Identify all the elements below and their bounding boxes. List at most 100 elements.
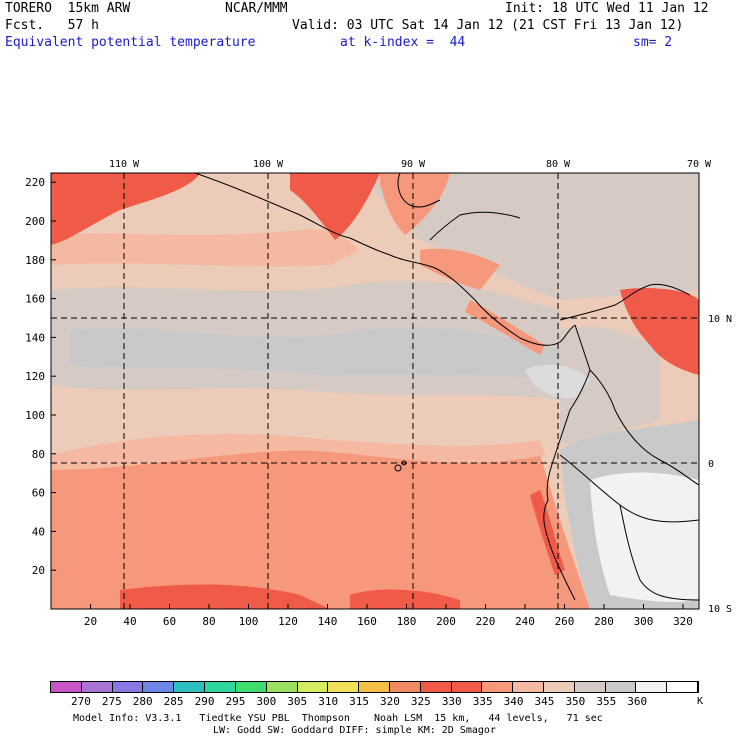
y-tick-label: 180 (25, 254, 45, 267)
field-south-warm2 (350, 589, 460, 609)
colorbar-swatch (81, 682, 113, 692)
colorbar-label: 330 (441, 695, 462, 708)
colorbar-label: 290 (194, 695, 215, 708)
model-info-line1: Model Info: V3.3.1 Tiedtke YSU PBL Thomp… (73, 713, 603, 724)
x-tick-label: 180 (397, 615, 417, 628)
x-tick-label: 20 (84, 615, 97, 628)
coast-caribbean (429, 211, 691, 321)
coast-mexico (194, 173, 391, 256)
coast-yucatan (397, 173, 441, 208)
field-south-warm (51, 447, 590, 609)
field-nw-warm (51, 173, 200, 245)
graticule (51, 173, 699, 609)
colorbar-swatch (266, 682, 298, 692)
lon-label-70w: 70 W (687, 159, 712, 170)
x-tick-label: 200 (436, 615, 456, 628)
lat-label-0: 0 (708, 459, 714, 470)
galapagos (394, 464, 402, 472)
lon-label-110w: 110 W (109, 159, 140, 170)
lon-label-100w: 100 W (253, 159, 284, 170)
colorbar-label: 300 (256, 695, 277, 708)
colorbar-swatch (574, 682, 606, 692)
y-tick-label: 200 (25, 215, 45, 228)
colorbar-swatch (451, 682, 483, 692)
y-tick-label: 20 (32, 564, 45, 577)
colorbar (50, 681, 699, 693)
coast-central-america (389, 254, 576, 346)
field-name: Equivalent potential temperature (5, 35, 256, 50)
x-tick-label: 140 (318, 615, 338, 628)
x-tick-label: 260 (555, 615, 575, 628)
x-grid-ticks: 20 40 60 80 100 120 140 160 180 200 220 240 260 280 30… (84, 604, 693, 628)
x-tick-label: 80 (202, 615, 215, 628)
field-mid-grey2 (70, 327, 560, 380)
y-tick-label: 80 (32, 448, 45, 461)
colorbar-swatch (482, 682, 514, 692)
colorbar-label: 310 (318, 695, 339, 708)
org-name: NCAR/MMM (225, 1, 288, 16)
coast-colombia-pacific (554, 324, 591, 456)
field-caribbean-warm (420, 248, 500, 290)
field-south-warmer (120, 584, 330, 609)
border-andes (589, 369, 699, 486)
valid-time: Valid: 03 UTC Sat 14 Jan 12 (21 CST Fri … (292, 18, 684, 33)
map-frame (50, 172, 700, 610)
level-label: at k-index = 44 (340, 35, 466, 50)
theta-e-field (51, 173, 699, 609)
x-tick-label: 60 (163, 615, 176, 628)
colorbar-label: 275 (101, 695, 122, 708)
colorbar-swatch (513, 682, 544, 692)
colorbar-swatch (235, 682, 267, 692)
colorbar-label: 340 (503, 695, 524, 708)
colorbar-swatch (544, 682, 575, 692)
lat-label-10n: 10 N (708, 314, 732, 325)
y-grid-ticks: 220 200 180 160 140 120 100 80 60 40 20 (25, 176, 56, 577)
colorbar-label: 270 (70, 695, 91, 708)
x-tick-label: 40 (123, 615, 136, 628)
x-tick-label: 120 (278, 615, 298, 628)
colorbar-unit: K (697, 696, 704, 707)
y-tick-label: 100 (25, 409, 45, 422)
colorbar-label: 315 (349, 695, 369, 708)
colorbar-label: 320 (380, 695, 400, 708)
colorbar-label: 355 (596, 695, 617, 708)
smoothing-label: sm= 2 (633, 35, 673, 50)
init-time: Init: 18 UTC Wed 11 Jan 12 (505, 1, 709, 16)
y-tick-label: 60 (32, 487, 45, 500)
x-tick-label: 320 (673, 615, 693, 628)
colorbar-label: 280 (132, 695, 153, 708)
x-tick-label: 220 (476, 615, 496, 628)
x-tick-label: 280 (594, 615, 614, 628)
model-info-line2: LW: Godd SW: Goddard DIFF: simple KM: 2D… (213, 725, 496, 736)
colorbar-label: 360 (627, 695, 648, 708)
colorbar-swatch (112, 682, 144, 692)
colorbar-swatch (636, 682, 668, 692)
forecast-hour: Fcst. 57 h (5, 18, 99, 33)
y-tick-label: 140 (25, 331, 45, 344)
field-gulf-warm (290, 173, 380, 240)
colorbar-swatch (667, 682, 699, 692)
y-tick-label: 220 (25, 176, 45, 189)
lon-label-90w: 90 W (401, 159, 426, 170)
colorbar-swatch (51, 682, 82, 692)
y-tick-label: 160 (25, 293, 45, 306)
field-ecuador-warm (530, 490, 565, 575)
field-ne-warm (620, 288, 699, 375)
colorbar-label: 285 (163, 695, 184, 708)
field-upper-band (51, 229, 360, 267)
x-tick-label: 300 (634, 615, 654, 628)
colorbar-swatch (297, 682, 329, 692)
y-tick-label: 120 (25, 370, 45, 383)
colorbar-swatch (389, 682, 421, 692)
border-peru (619, 504, 699, 601)
colorbar-swatch (605, 682, 637, 692)
colorbar-label: 325 (410, 695, 431, 708)
coastlines (194, 173, 699, 601)
colorbar-label: 335 (472, 695, 493, 708)
x-tick-label: 100 (239, 615, 259, 628)
colorbar-swatch (420, 682, 452, 692)
y-tick-label: 40 (32, 525, 45, 538)
lon-label-80w: 80 W (546, 159, 571, 170)
colorbar-swatch (359, 682, 390, 692)
